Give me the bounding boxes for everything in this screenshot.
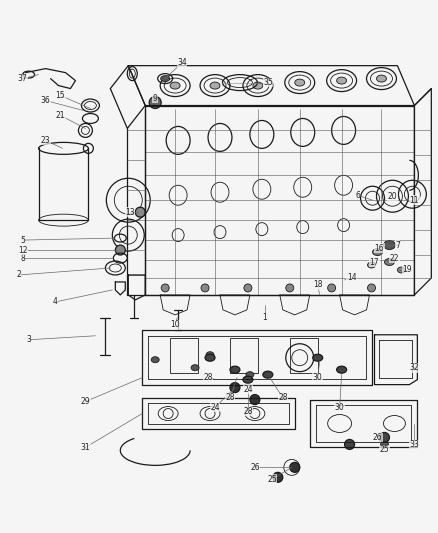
Circle shape — [286, 284, 294, 292]
Bar — [290, 338, 318, 373]
Ellipse shape — [206, 352, 214, 358]
Circle shape — [201, 284, 209, 292]
Text: 12: 12 — [18, 246, 27, 255]
Text: 29: 29 — [81, 397, 90, 406]
Text: 18: 18 — [313, 280, 322, 289]
Ellipse shape — [230, 366, 240, 373]
Circle shape — [345, 439, 355, 449]
Text: 15: 15 — [56, 91, 65, 100]
Text: 25: 25 — [267, 475, 277, 484]
Ellipse shape — [367, 262, 375, 268]
Bar — [170, 338, 198, 373]
Text: 30: 30 — [313, 373, 322, 382]
Text: 4: 4 — [53, 297, 58, 306]
Ellipse shape — [337, 366, 346, 373]
Text: 34: 34 — [177, 58, 187, 67]
Circle shape — [161, 284, 169, 292]
Ellipse shape — [161, 76, 170, 82]
Circle shape — [115, 245, 125, 255]
Circle shape — [328, 284, 336, 292]
Text: 3: 3 — [26, 335, 31, 344]
Text: 24: 24 — [210, 403, 220, 412]
Ellipse shape — [377, 75, 386, 82]
Text: 10: 10 — [170, 320, 180, 329]
Text: 28: 28 — [225, 393, 235, 402]
Ellipse shape — [385, 259, 395, 265]
Ellipse shape — [191, 365, 199, 370]
Ellipse shape — [384, 240, 396, 249]
Circle shape — [230, 383, 240, 393]
Ellipse shape — [243, 376, 253, 383]
Ellipse shape — [210, 82, 220, 89]
Text: 26: 26 — [373, 433, 382, 442]
Circle shape — [149, 96, 161, 109]
Text: 9: 9 — [153, 94, 158, 103]
Text: 37: 37 — [18, 74, 28, 83]
Text: 13: 13 — [125, 208, 135, 217]
Text: 14: 14 — [347, 273, 357, 282]
Circle shape — [273, 472, 283, 482]
Circle shape — [250, 394, 260, 405]
Text: 28: 28 — [278, 393, 288, 402]
Text: 17: 17 — [370, 257, 379, 266]
Ellipse shape — [253, 82, 263, 89]
Text: 31: 31 — [81, 443, 90, 452]
Circle shape — [135, 207, 145, 217]
Text: 1: 1 — [262, 313, 267, 322]
Text: 36: 36 — [41, 96, 50, 105]
Text: 7: 7 — [395, 240, 400, 249]
Text: 20: 20 — [388, 192, 397, 201]
Text: 32: 32 — [410, 363, 419, 372]
Ellipse shape — [381, 441, 389, 447]
Text: 21: 21 — [56, 111, 65, 120]
Ellipse shape — [246, 372, 254, 378]
Ellipse shape — [397, 267, 406, 273]
Circle shape — [367, 284, 375, 292]
Circle shape — [379, 432, 389, 442]
Text: 28: 28 — [243, 407, 253, 416]
Ellipse shape — [313, 354, 323, 361]
Text: 11: 11 — [410, 196, 419, 205]
Ellipse shape — [263, 371, 273, 378]
Text: 16: 16 — [374, 244, 384, 253]
Text: 24: 24 — [243, 385, 253, 394]
Text: 28: 28 — [203, 373, 213, 382]
Text: 22: 22 — [390, 254, 399, 263]
Ellipse shape — [295, 79, 305, 86]
Text: 23: 23 — [41, 136, 50, 145]
Text: 5: 5 — [20, 236, 25, 245]
Circle shape — [290, 462, 300, 472]
Circle shape — [244, 284, 252, 292]
Text: 2: 2 — [16, 270, 21, 279]
Ellipse shape — [151, 357, 159, 362]
Ellipse shape — [170, 82, 180, 89]
Text: 8: 8 — [20, 254, 25, 263]
Text: 25: 25 — [380, 445, 389, 454]
Ellipse shape — [372, 248, 382, 255]
Text: 33: 33 — [410, 440, 419, 449]
Text: 26: 26 — [250, 463, 260, 472]
Text: 6: 6 — [355, 191, 360, 200]
Text: 35: 35 — [263, 78, 273, 87]
Bar — [230, 338, 258, 373]
Text: 30: 30 — [335, 403, 345, 412]
Ellipse shape — [205, 354, 215, 361]
Ellipse shape — [337, 77, 346, 84]
Text: 19: 19 — [403, 265, 412, 274]
